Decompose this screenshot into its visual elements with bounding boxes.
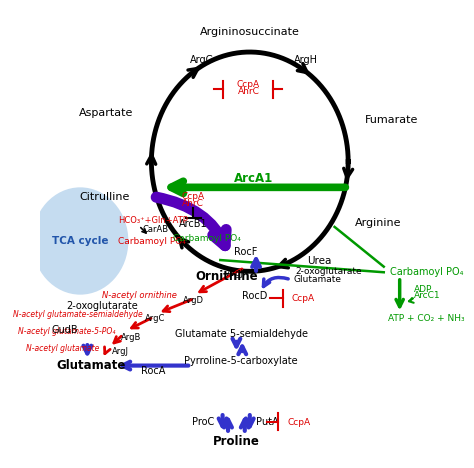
Text: Glutamate: Glutamate <box>57 359 126 372</box>
Text: ArgH: ArgH <box>294 55 318 65</box>
Text: N-acetyl glutamate-5-PO₄: N-acetyl glutamate-5-PO₄ <box>18 328 115 336</box>
Text: Arginine: Arginine <box>355 218 401 228</box>
Text: Argininosuccinate: Argininosuccinate <box>200 28 300 37</box>
Text: Fumarate: Fumarate <box>365 116 419 125</box>
Text: HCO₃⁺+Gln+ATP: HCO₃⁺+Gln+ATP <box>118 215 188 225</box>
Text: RocA: RocA <box>141 366 166 376</box>
Text: Carbamoyl PO₄: Carbamoyl PO₄ <box>118 237 186 247</box>
Text: ArgJ: ArgJ <box>227 269 244 278</box>
Text: RocD: RocD <box>242 291 267 300</box>
Text: ArgC: ArgC <box>145 314 165 323</box>
Text: ATP + CO₂ + NH₃: ATP + CO₂ + NH₃ <box>388 314 465 323</box>
Text: AhrC: AhrC <box>182 199 204 208</box>
Text: Glutamate: Glutamate <box>294 275 342 284</box>
Text: Carbamoyl PO₄: Carbamoyl PO₄ <box>173 234 241 243</box>
Text: Citrulline: Citrulline <box>80 192 130 202</box>
Text: ArgG: ArgG <box>190 55 214 65</box>
Text: 2-oxoglutarate: 2-oxoglutarate <box>296 267 363 276</box>
Text: Ornithine: Ornithine <box>195 270 258 283</box>
Text: Pyrroline-5-carboxylate: Pyrroline-5-carboxylate <box>184 356 297 366</box>
Text: ArgJ: ArgJ <box>111 347 128 356</box>
Text: ProC: ProC <box>192 417 214 427</box>
Text: PutA: PutA <box>256 417 279 427</box>
Text: N-acetyl glutamate-semialdehyde: N-acetyl glutamate-semialdehyde <box>13 310 143 319</box>
Text: Aspartate: Aspartate <box>79 108 133 118</box>
Text: Carbamoyl PO₄: Carbamoyl PO₄ <box>390 267 464 277</box>
Text: AhrC: AhrC <box>237 87 259 96</box>
Text: Urea: Urea <box>307 256 331 266</box>
Text: CcpA: CcpA <box>237 80 260 89</box>
Circle shape <box>32 187 128 295</box>
Text: GudB: GudB <box>51 325 78 335</box>
Text: TCA cycle: TCA cycle <box>52 236 109 246</box>
Text: ADP: ADP <box>414 285 433 293</box>
Text: ArgB: ArgB <box>121 333 141 342</box>
Text: Glutamate 5-semialdehyde: Glutamate 5-semialdehyde <box>175 329 308 339</box>
Text: RocF: RocF <box>234 247 257 257</box>
Text: ArcA1: ArcA1 <box>234 172 273 185</box>
Text: CcpA: CcpA <box>182 192 205 201</box>
Text: CarAB: CarAB <box>142 225 168 234</box>
Text: N-acetyl ornithine: N-acetyl ornithine <box>101 291 176 300</box>
Text: Proline: Proline <box>213 435 260 448</box>
Text: CcpA: CcpA <box>287 417 310 426</box>
Text: ArcC1: ArcC1 <box>414 291 441 300</box>
Text: CcpA: CcpA <box>292 294 315 303</box>
Text: N-acetyl glutamate: N-acetyl glutamate <box>26 344 99 353</box>
Text: ArcB1: ArcB1 <box>179 219 208 229</box>
Text: ArgD: ArgD <box>183 296 204 305</box>
Text: 2-oxoglutarate: 2-oxoglutarate <box>66 301 138 311</box>
